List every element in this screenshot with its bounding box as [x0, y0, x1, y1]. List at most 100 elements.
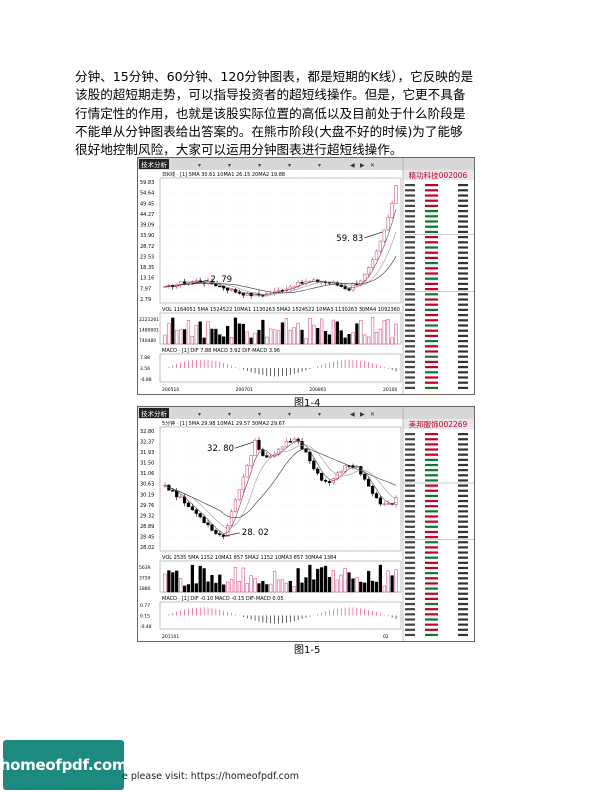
nav-icon: ✕ [370, 411, 375, 418]
price-tick-label: 54.64 [140, 191, 154, 197]
quote-row-price [425, 230, 438, 233]
quote-row-price [425, 587, 438, 590]
quote-row-volume [458, 220, 468, 223]
volume-bar [214, 582, 218, 593]
candle-body [323, 480, 328, 482]
candle-body [304, 448, 308, 453]
volume-bar [331, 319, 335, 345]
figure-1-5-screenshot: 技术分析 ▾ ▾ ▾ ▾ ▾ ◀ ▶ ✕ 美邦服饰002269 5分钟 · [1] 5MA 29.9… [137, 406, 475, 642]
quote-row-volume [458, 577, 468, 580]
date-tick-label: 02 [383, 634, 389, 640]
quote-row-price [425, 566, 438, 570]
quote-row-price [425, 293, 438, 296]
quote-row-label [405, 220, 415, 223]
quote-row-label [405, 194, 415, 197]
volume-bar [323, 565, 328, 593]
quote-row-volume [458, 262, 468, 265]
quote-row-volume [458, 303, 468, 306]
volume-bar [386, 570, 390, 593]
volume-bar [226, 325, 230, 345]
quote-row-volume [458, 256, 468, 259]
quote-row-label [405, 566, 415, 570]
volume-bar [186, 584, 191, 593]
volume-bar [233, 567, 238, 593]
quote-row-price [425, 592, 438, 595]
volume-bar [320, 318, 324, 345]
quote-row-label [405, 256, 415, 259]
volume-tick-label: 740480 [139, 338, 156, 344]
candle-body [265, 455, 269, 458]
candle-body [226, 287, 230, 291]
volume-bar [198, 565, 202, 593]
candle-body [163, 286, 167, 288]
quote-row-label [405, 458, 415, 461]
date-tick-label: 20100 [383, 387, 397, 393]
volume-bar [292, 586, 296, 593]
volume-bar [370, 580, 375, 593]
quote-row-price [425, 536, 438, 539]
annotation-high-label: 59. 83 [336, 234, 363, 244]
panel-frame [159, 601, 402, 630]
site-logo: homeofpdf.com [0, 740, 128, 790]
quote-row-label [405, 510, 415, 513]
candle-body [182, 281, 187, 284]
stock-chart-meibang: 技术分析 ▾ ▾ ▾ ▾ ▾ ◀ ▶ ✕ 美邦服饰002269 5分钟 · [1] 5MA 29.9… [138, 407, 474, 641]
candle-body [296, 438, 300, 442]
quote-row-price [425, 246, 438, 249]
quote-row-price [425, 267, 438, 270]
quote-row-volume [458, 324, 468, 327]
volume-bar [312, 324, 316, 345]
macd-legend: MACD · [1] DIF 7.88 MACD 3.92 DIF-MACD 3… [162, 348, 280, 354]
price-tick-label: 23.53 [140, 254, 154, 260]
quote-row-label [405, 484, 415, 487]
volume-tick-label: 2221261 [139, 317, 159, 323]
quote-row-label [405, 288, 415, 291]
moving-average-line [164, 440, 397, 535]
price-tick-label: 29.32 [140, 513, 154, 519]
volume-bar [226, 581, 230, 593]
annotation-arrow [364, 231, 383, 239]
quote-row-volume [458, 525, 468, 528]
candle-body [343, 465, 347, 472]
quote-row-price [425, 241, 438, 244]
quote-row-price [425, 210, 438, 213]
quote-row-volume [458, 230, 468, 233]
quote-row-label [405, 613, 415, 616]
quote-row-volume [458, 489, 468, 492]
quote-row-volume [458, 376, 468, 379]
quote-row-label [405, 371, 415, 374]
quote-row-label [405, 210, 415, 213]
quote-row-volume [458, 494, 468, 497]
quote-row-label [405, 499, 415, 503]
quote-row-label [405, 381, 415, 384]
quote-row-volume [458, 520, 468, 523]
quote-row-volume [458, 334, 468, 337]
volume-bar [273, 329, 277, 345]
quote-row-price [425, 525, 438, 528]
quote-row-label [405, 520, 415, 523]
candle-body [367, 479, 371, 487]
candle-body [339, 471, 343, 474]
menu-dropdown-icon: ▾ [258, 411, 261, 418]
volume-bar [186, 320, 191, 345]
footer-link[interactable]: e please visit: https://homeofpdf.com [122, 771, 299, 782]
quote-row-price [425, 350, 438, 353]
volume-bar [198, 321, 202, 345]
volume-bar [167, 570, 171, 593]
quote-row-volume [458, 582, 468, 585]
candle-body [296, 282, 300, 288]
quote-row-price [425, 474, 438, 477]
quote-row-label [405, 561, 415, 564]
volume-bar [276, 579, 281, 593]
candle-body [288, 441, 292, 443]
macd-tick-label: 0.77 [140, 603, 150, 609]
quote-row-price [425, 215, 438, 218]
volume-bar [288, 329, 292, 345]
quote-row-label [405, 577, 415, 580]
volume-bar [229, 579, 234, 593]
quote-row-price [425, 438, 438, 441]
volume-bar [265, 584, 269, 593]
volume-bar [304, 577, 308, 593]
volume-bar [351, 332, 355, 345]
quote-row-price [425, 613, 438, 616]
